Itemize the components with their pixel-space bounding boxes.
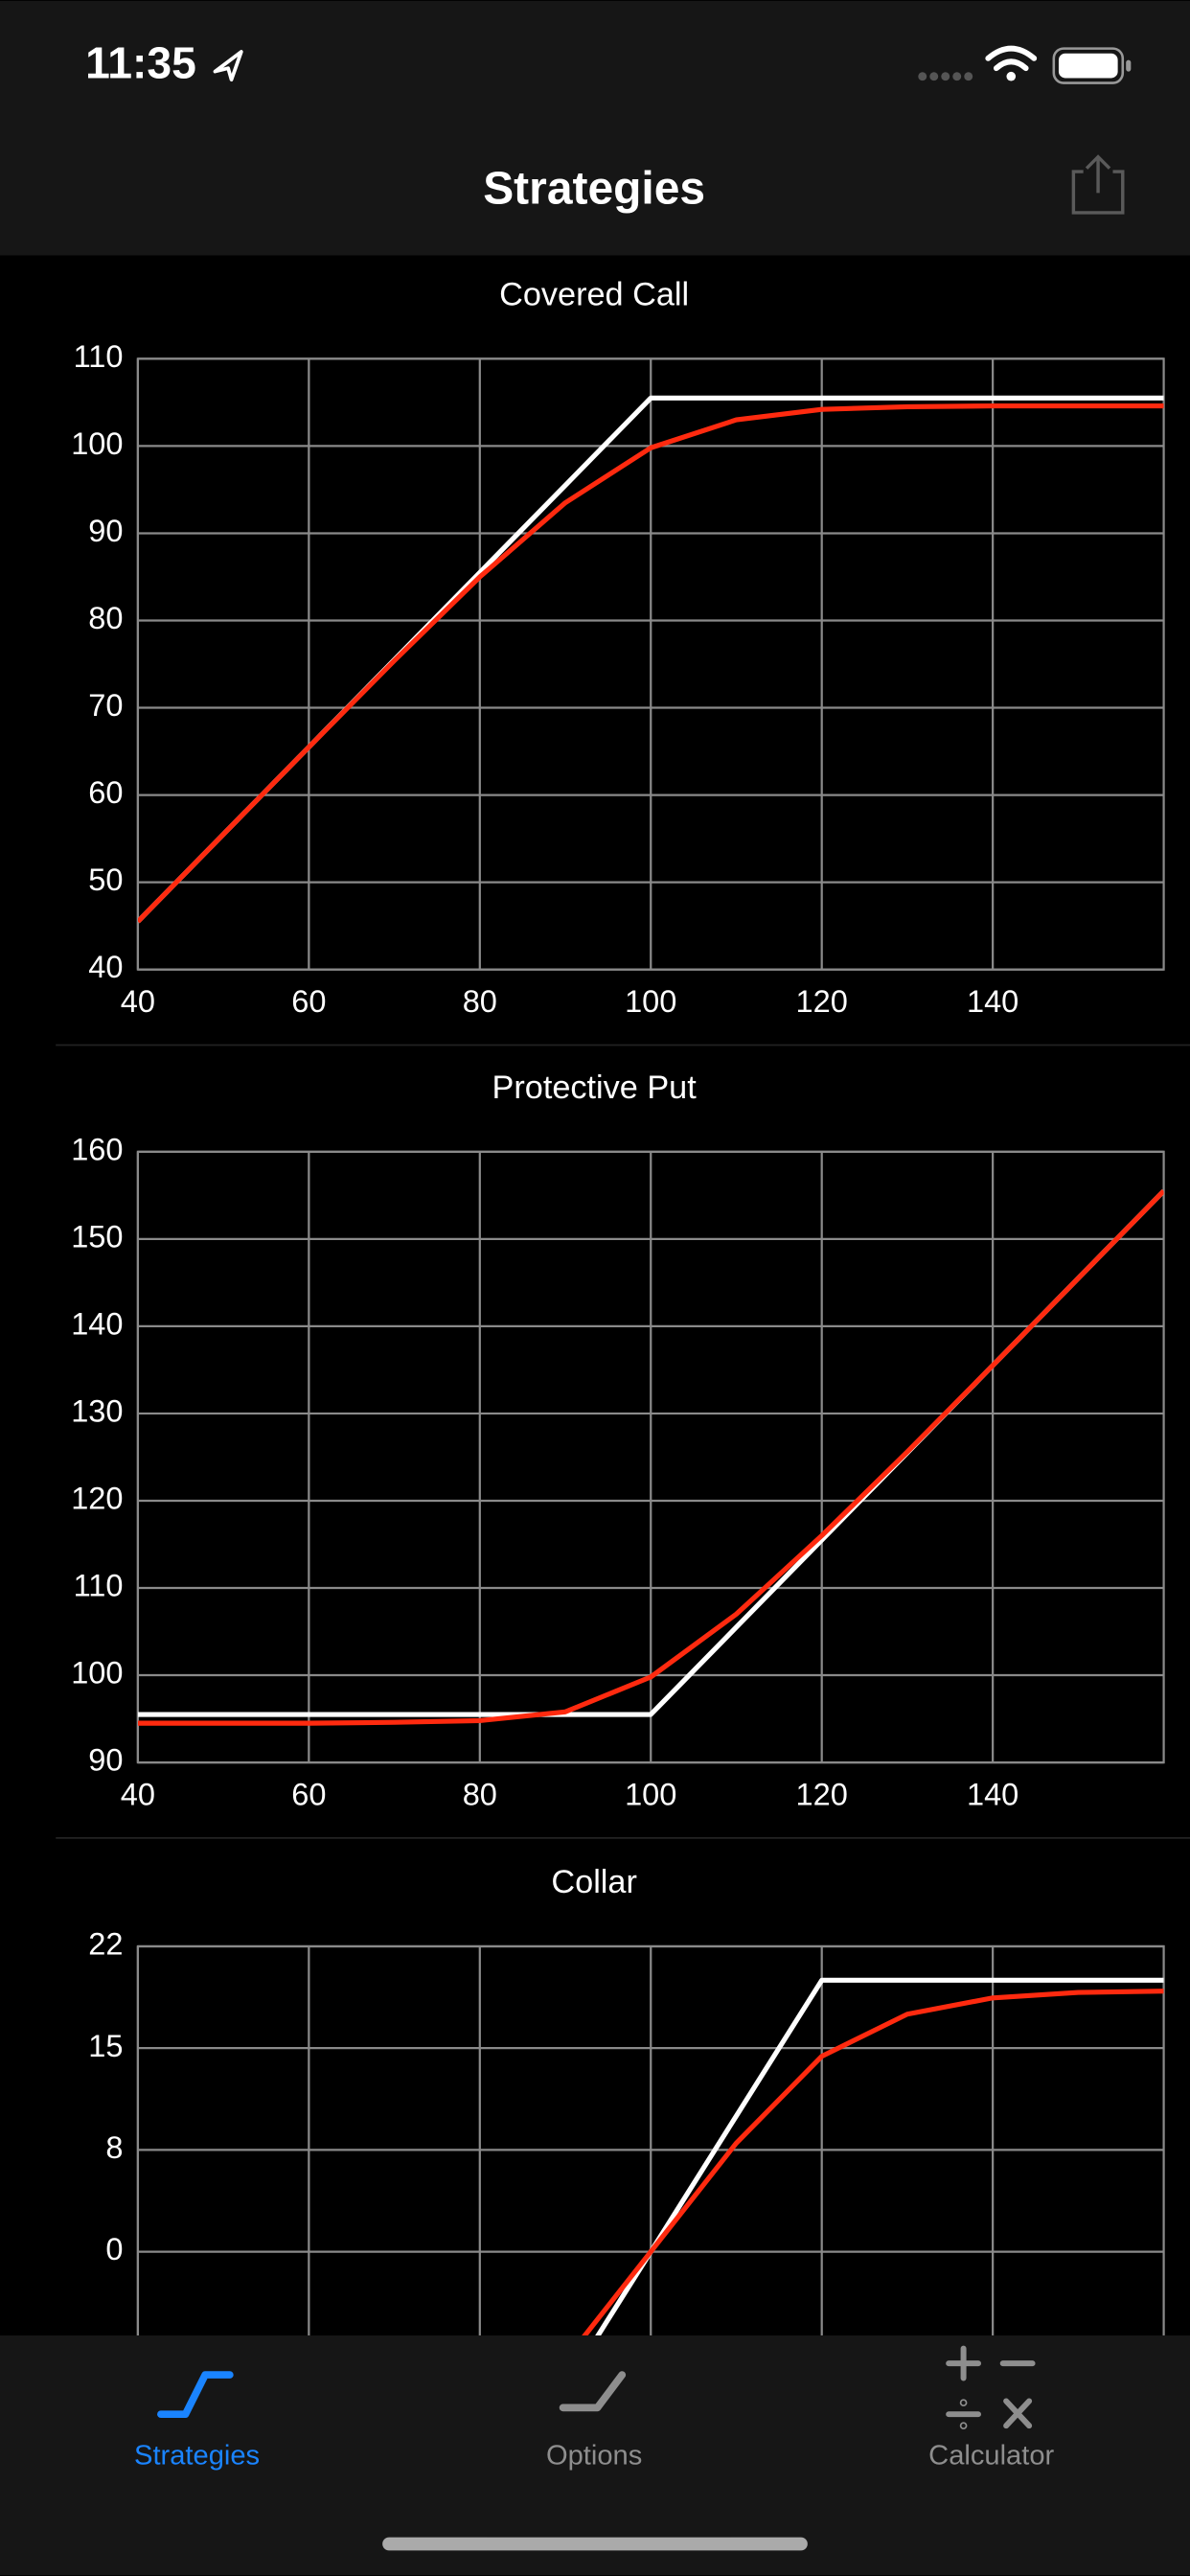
- x-tick-label: 140: [967, 984, 1018, 1019]
- chart-title: Protective Put: [492, 1070, 698, 1106]
- signal-icon: [918, 72, 973, 81]
- x-tick-label: 100: [625, 1778, 676, 1812]
- y-tick-label: 90: [88, 1743, 123, 1778]
- y-tick-label: 140: [71, 1306, 123, 1341]
- y-tick-label: 15: [88, 2029, 123, 2063]
- series-line: [137, 402, 1164, 924]
- y-tick-label: 50: [88, 862, 123, 897]
- nav-title: Strategies: [483, 163, 705, 214]
- x-tick-label: 140: [967, 1778, 1018, 1812]
- plot-area: [582, 1977, 1164, 2335]
- plot-area: [137, 395, 1164, 924]
- y-tick-label: 130: [71, 1394, 123, 1429]
- x-tick-label: 120: [796, 1778, 848, 1812]
- battery-tip: [1126, 59, 1132, 72]
- series-line: [137, 1188, 1164, 1726]
- battery-level: [1058, 53, 1118, 79]
- location-icon: [213, 50, 243, 82]
- x-tick-label: 40: [121, 984, 155, 1019]
- y-tick-label: 8: [105, 2130, 123, 2165]
- y-tick-label: 70: [88, 688, 123, 723]
- plot-frame: [136, 1150, 1165, 1764]
- y-tick-label: 100: [71, 1656, 123, 1690]
- chart-title: Collar: [551, 1864, 636, 1900]
- y-tick-label: 40: [88, 950, 123, 984]
- x-tick-label: 40: [121, 1778, 155, 1812]
- x-tick-label: 60: [291, 1778, 326, 1812]
- share-button[interactable]: [1071, 154, 1125, 215]
- home-indicator: [382, 2537, 808, 2551]
- y-tick-label: 0: [105, 2232, 123, 2266]
- y-tick-label: 150: [71, 1219, 123, 1254]
- y-tick-label: 90: [88, 514, 123, 548]
- y-tick-label: 22: [88, 1927, 123, 1962]
- chart: Protective Put 40 60 80 100 120 140 90 100 110 120…: [71, 1070, 1165, 1812]
- y-tick-label: 60: [88, 775, 123, 810]
- y-tick-label: 120: [71, 1482, 123, 1516]
- tab-label[interactable]: Options: [546, 2440, 642, 2471]
- y-tick-label: 110: [74, 339, 124, 374]
- wifi-icon: [985, 45, 1038, 72]
- tab-bar: [0, 2334, 1190, 2576]
- tab-label[interactable]: Strategies: [134, 2440, 260, 2471]
- chart: Collar406080100120140081522: [88, 1864, 1165, 2576]
- x-tick-label: 60: [291, 984, 326, 1019]
- x-tick-label: 120: [796, 984, 848, 1019]
- tab-label[interactable]: Calculator: [928, 2440, 1054, 2471]
- battery-outline: [1052, 47, 1125, 84]
- top-bar: [0, 0, 1190, 256]
- x-tick-label: 100: [625, 984, 676, 1019]
- x-tick-label: 80: [463, 984, 497, 1019]
- wifi-dot: [1006, 71, 1017, 81]
- y-tick-label: 100: [71, 426, 123, 461]
- y-tick-label: 80: [88, 601, 123, 635]
- options-tab-icon[interactable]: [559, 2371, 627, 2412]
- chart: Covered Call 40 60 80 100 120 140 40 50 60 70 80 90 1…: [71, 276, 1165, 1019]
- y-tick-label: 110: [74, 1569, 124, 1603]
- y-tick-label: 160: [71, 1132, 123, 1166]
- plot-frame: [136, 357, 1165, 971]
- strategies-tab-icon[interactable]: [157, 2371, 234, 2419]
- chart-title: Covered Call: [499, 276, 689, 312]
- status-time: 11:35: [85, 38, 196, 88]
- series-line: [582, 1989, 1164, 2335]
- plot-area: [137, 1188, 1164, 1726]
- calculator-tab-icon[interactable]: [946, 2345, 1036, 2430]
- x-tick-label: 80: [463, 1778, 497, 1812]
